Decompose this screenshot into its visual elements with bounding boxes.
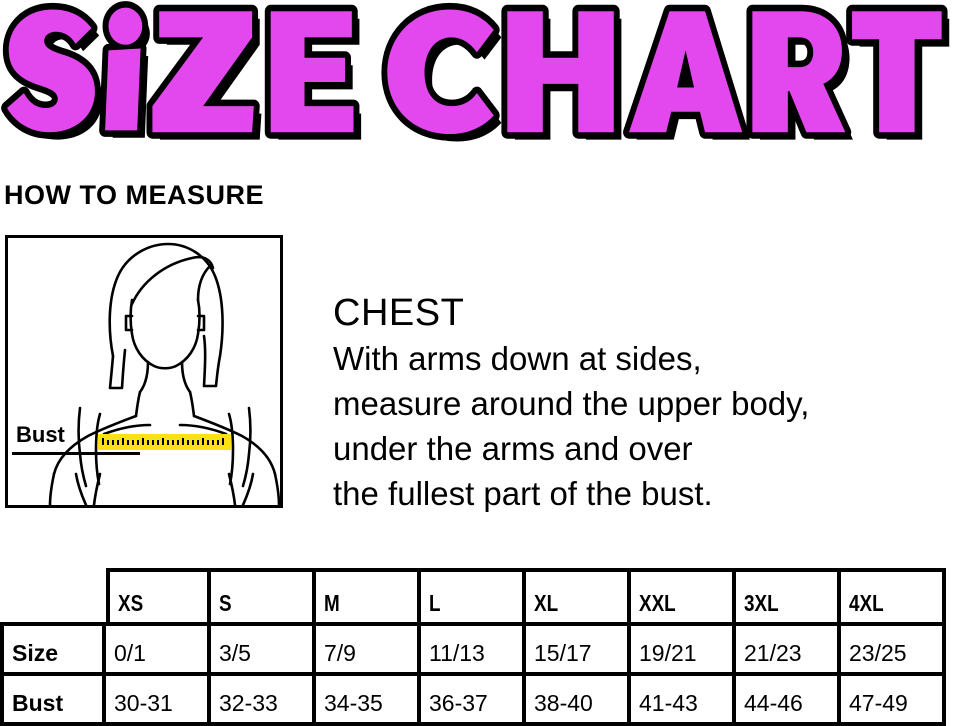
- table-header-label: S: [219, 590, 232, 616]
- how-to-measure-heading: HOW TO MEASURE: [4, 180, 265, 210]
- table-header-cell-xl: XL: [526, 568, 631, 622]
- table-cell-value: 0/1: [114, 640, 146, 666]
- table-header-label: XS: [118, 590, 144, 616]
- table-header-cell-s: S: [211, 568, 316, 622]
- table-cell-value: 23/25: [849, 640, 907, 666]
- table-cell: 23/25: [841, 622, 946, 672]
- table-cell-value: 19/21: [639, 640, 697, 666]
- bust-callout-leader-line: [12, 452, 140, 455]
- table-corner-cell: [0, 568, 106, 622]
- table-cell: 21/23: [736, 622, 841, 672]
- table-cell: 3/5: [211, 622, 316, 672]
- table-header-label: XL: [534, 590, 559, 616]
- chest-desc-line-4: the fullest part of the bust.: [333, 475, 713, 512]
- table-cell: 41-43: [631, 672, 736, 726]
- table-cell: 11/13: [421, 622, 526, 672]
- table-cell-value: 11/13: [429, 640, 485, 666]
- chest-description-block: CHEST With arms down at sides, measure a…: [333, 290, 945, 516]
- table-header-cell-l: L: [421, 568, 526, 622]
- table-header-label: 4XL: [849, 590, 884, 616]
- table-cell-value: 3/5: [219, 640, 251, 666]
- table-row-label-cell: Size: [0, 622, 106, 672]
- table-cell-value: 44-46: [744, 690, 803, 716]
- table-header-label: XXL: [639, 590, 676, 616]
- table-row-label: Size: [12, 640, 59, 666]
- chest-desc-line-3: under the arms and over: [333, 430, 693, 467]
- table-header-label: L: [429, 590, 441, 616]
- table-header-label: 3XL: [744, 590, 779, 616]
- tape-measure: [98, 434, 231, 450]
- table-cell-value: 38-40: [534, 690, 593, 716]
- table-cell-value: 21/23: [744, 640, 802, 666]
- table-header-label: M: [324, 590, 340, 616]
- table-cell-value: 41-43: [639, 690, 698, 716]
- table-cell: 30-31: [106, 672, 211, 726]
- table-header-cell-xs: XS: [106, 568, 211, 622]
- table-cell: 47-49: [841, 672, 946, 726]
- table-cell: 0/1: [106, 622, 211, 672]
- table-cell-value: 36-37: [429, 690, 488, 716]
- table-header-cell-xxl: XXL: [631, 568, 736, 622]
- table-cell: 32-33: [211, 672, 316, 726]
- chest-desc-line-1: With arms down at sides,: [333, 340, 702, 377]
- table-header-row: XS S M L XL XXL 3XL 4XL: [0, 568, 953, 622]
- table-cell: 34-35: [316, 672, 421, 726]
- table-cell-value: 32-33: [219, 690, 278, 716]
- table-cell-value: 47-49: [849, 690, 908, 716]
- table-header-cell-4xl: 4XL: [841, 568, 946, 622]
- page-title-banner: [0, 0, 953, 150]
- table-row: Size 0/1 3/5 7/9 11/13 15/17 19/21 21/23…: [0, 622, 953, 672]
- chest-heading: CHEST: [333, 292, 465, 334]
- measurement-figure-panel: [5, 235, 283, 508]
- table-row-label: Bust: [12, 690, 64, 716]
- table-cell-value: 7/9: [324, 640, 356, 666]
- table-cell: 7/9: [316, 622, 421, 672]
- table-cell: 19/21: [631, 622, 736, 672]
- table-header-cell-m: M: [316, 568, 421, 622]
- size-table: XS S M L XL XXL 3XL 4XL Size 0/1: [0, 568, 953, 726]
- table-cell: 44-46: [736, 672, 841, 726]
- table-cell-value: 34-35: [324, 690, 383, 716]
- table-cell: 15/17: [526, 622, 631, 672]
- table-cell-value: 30-31: [114, 690, 173, 716]
- table-cell-value: 15/17: [534, 640, 592, 666]
- table-cell: 36-37: [421, 672, 526, 726]
- table-row: Bust 30-31 32-33 34-35 36-37 38-40 41-43…: [0, 672, 953, 726]
- torso-lower-and-tape: [8, 406, 280, 505]
- table-header-cell-3xl: 3XL: [736, 568, 841, 622]
- table-cell: 38-40: [526, 672, 631, 726]
- table-row-label-cell: Bust: [0, 672, 106, 726]
- chest-desc-line-2: measure around the upper body,: [333, 385, 810, 422]
- bust-callout-label: Bust: [16, 422, 65, 447]
